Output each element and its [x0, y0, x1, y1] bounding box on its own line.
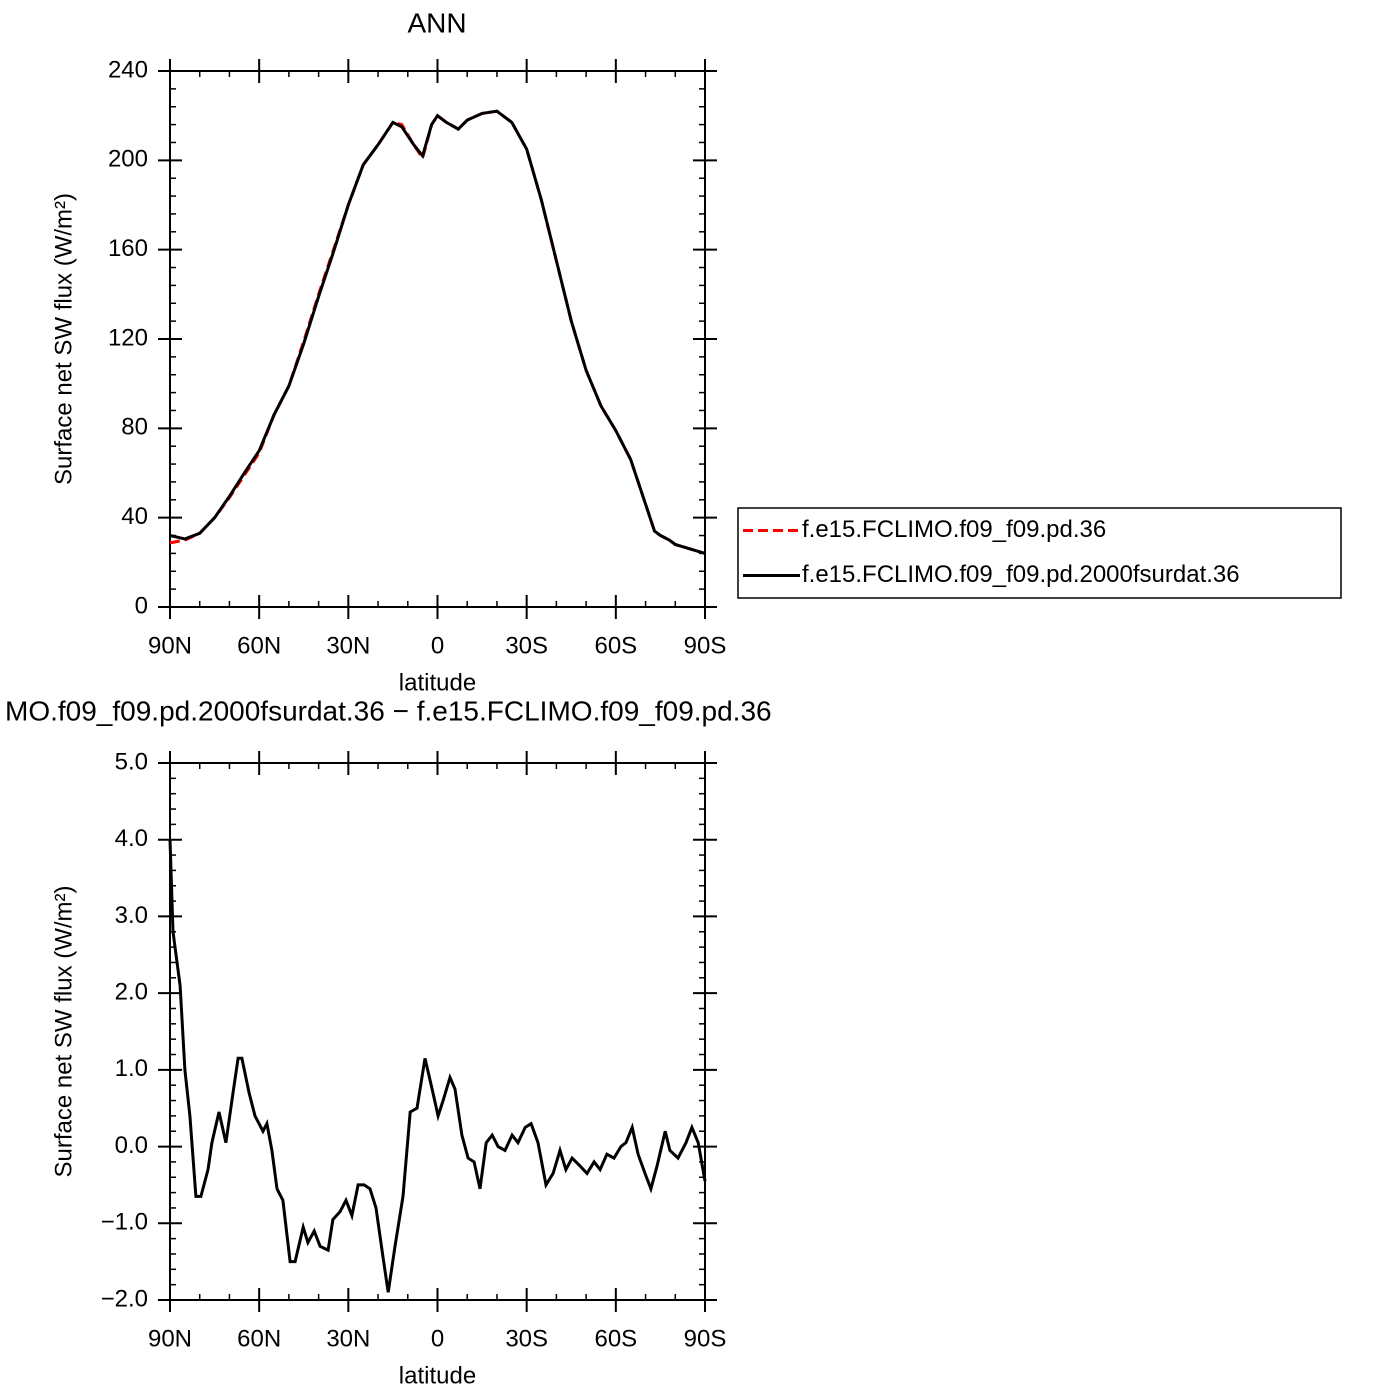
legend-label: f.e15.FCLIMO.f09_f09.pd.36 [802, 516, 1106, 543]
x-tick-label: 60S [594, 1325, 637, 1352]
y-tick-label: 1.0 [115, 1055, 148, 1082]
y-tick-label: 0.0 [115, 1132, 148, 1159]
x-axis-label: latitude [399, 669, 476, 696]
y-tick-label: 5.0 [115, 748, 148, 775]
chart-title: ANN [407, 7, 466, 38]
x-tick-label: 0 [431, 632, 444, 659]
y-tick-label: 0 [135, 592, 148, 619]
data-line [169, 109, 706, 555]
x-tick-label: 60S [594, 632, 637, 659]
x-tick-label: 30N [326, 1325, 370, 1352]
x-tick-label: 90S [684, 1325, 727, 1352]
y-tick-label: 40 [121, 503, 148, 530]
y-tick-label: 80 [121, 414, 148, 441]
x-tick-label: 60N [237, 632, 281, 659]
x-tick-label: 30S [505, 632, 548, 659]
x-tick-label: 90S [684, 632, 727, 659]
x-tick-label: 90N [148, 1325, 192, 1352]
y-tick-label: −2.0 [101, 1285, 148, 1312]
x-axis-label: latitude [399, 1362, 476, 1389]
chart-title: MO.f09_f09.pd.2000fsurdat.36 − f.e15.FCL… [5, 695, 772, 726]
x-tick-label: 90N [148, 632, 192, 659]
y-axis-label: Surface net SW flux (W/m²) [50, 193, 77, 485]
y-tick-label: 3.0 [115, 902, 148, 929]
y-tick-label: 2.0 [115, 978, 148, 1005]
y-tick-label: 240 [108, 56, 148, 83]
x-tick-label: 60N [237, 1325, 281, 1352]
x-tick-label: 0 [431, 1325, 444, 1352]
y-tick-label: 4.0 [115, 825, 148, 852]
plot-frame [169, 762, 706, 1301]
y-tick-label: 200 [108, 146, 148, 173]
x-tick-label: 30N [326, 632, 370, 659]
x-tick-label: 30S [505, 1325, 548, 1352]
y-tick-label: −1.0 [101, 1209, 148, 1236]
data-line [168, 839, 707, 1293]
y-tick-label: 160 [108, 235, 148, 262]
y-tick-label: 120 [108, 324, 148, 351]
y-axis-label: Surface net SW flux (W/m²) [50, 885, 77, 1177]
data-line [169, 109, 706, 555]
legend-label: f.e15.FCLIMO.f09_f09.pd.2000fsurdat.36 [802, 561, 1240, 588]
legend-box [737, 507, 1342, 599]
plot-frame [169, 70, 706, 608]
